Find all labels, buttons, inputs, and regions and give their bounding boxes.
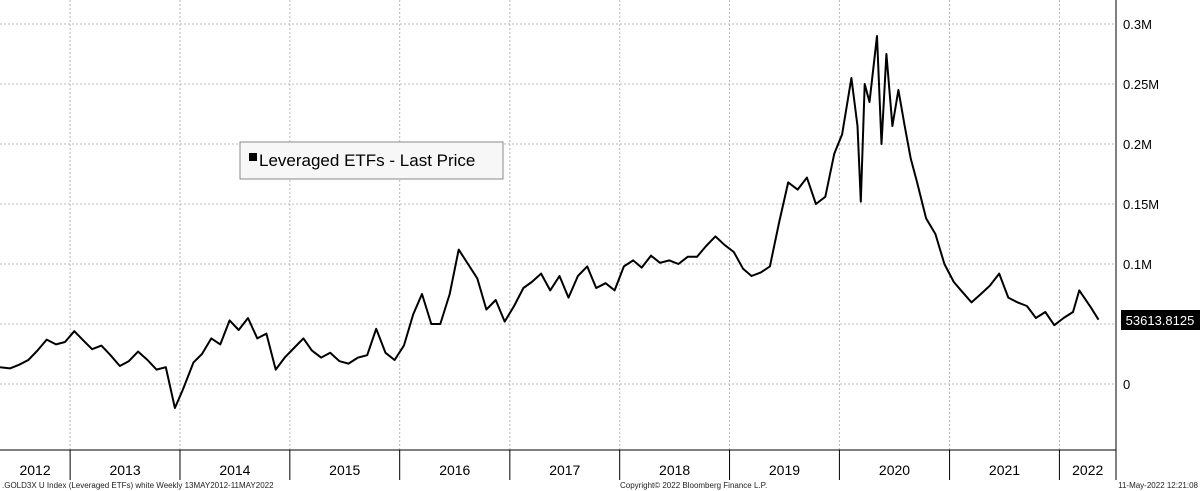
footer: .GOLD3X U Index (Leveraged ETFs) white W… [2,481,1199,490]
footer-timestamp: 11-May-2022 12:21:08 [1118,481,1198,490]
y-tick-label: 0 [1123,377,1130,392]
x-tick-label: 2017 [549,462,580,478]
legend-label: Leveraged ETFs - Last Price [259,151,475,170]
last-value-label: 53613.8125 [1126,313,1195,328]
x-tick-label: 2013 [109,462,140,478]
series-line [0,35,1100,409]
x-axis: 2012 2013 2014 2015 2016 2017 2018 2019 2020 2021… [0,0,1117,480]
x-tick-label: 2012 [19,462,50,478]
legend: Leveraged ETFs - Last Price [239,141,504,180]
y-tick-label: 0.3M [1123,17,1152,32]
last-value-box [1121,310,1200,330]
x-tick-label: 2016 [439,462,470,478]
footer-copyright: Copyright© 2022 Bloomberg Finance L.P. [620,481,767,490]
legend-swatch [249,153,257,161]
x-tick-label: 2018 [659,462,690,478]
y-tick-label: 0.15M [1123,197,1159,212]
x-tick-label: 2019 [769,462,800,478]
x-tick-label: 2020 [879,462,910,478]
y-tick-label: 0.2M [1123,137,1152,152]
x-tick-label: 2021 [989,462,1020,478]
y-tick-label: 0.25M [1123,77,1159,92]
footer-source: .GOLD3X U Index (Leveraged ETFs) white W… [2,481,274,490]
legend-box [239,141,504,180]
x-tick-label: 2022 [1072,462,1103,478]
y-tick-label: 0.1M [1123,257,1152,272]
gridlines [0,0,1116,450]
x-tick-label: 2015 [329,462,360,478]
x-tick-label: 2014 [219,462,250,478]
series-group [0,35,1100,409]
y-axis-labels: 0 0.1M 0.15M 0.2M 0.25M 0.3M [1123,17,1159,392]
last-value-tag: 53613.8125 [1121,310,1200,330]
